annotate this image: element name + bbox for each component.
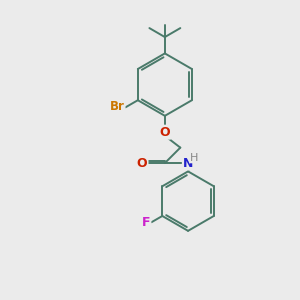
Text: N: N	[183, 157, 193, 169]
Text: Br: Br	[110, 100, 124, 113]
Text: H: H	[190, 153, 198, 163]
Text: O: O	[160, 126, 170, 139]
Text: O: O	[137, 157, 147, 169]
Text: F: F	[142, 216, 150, 229]
